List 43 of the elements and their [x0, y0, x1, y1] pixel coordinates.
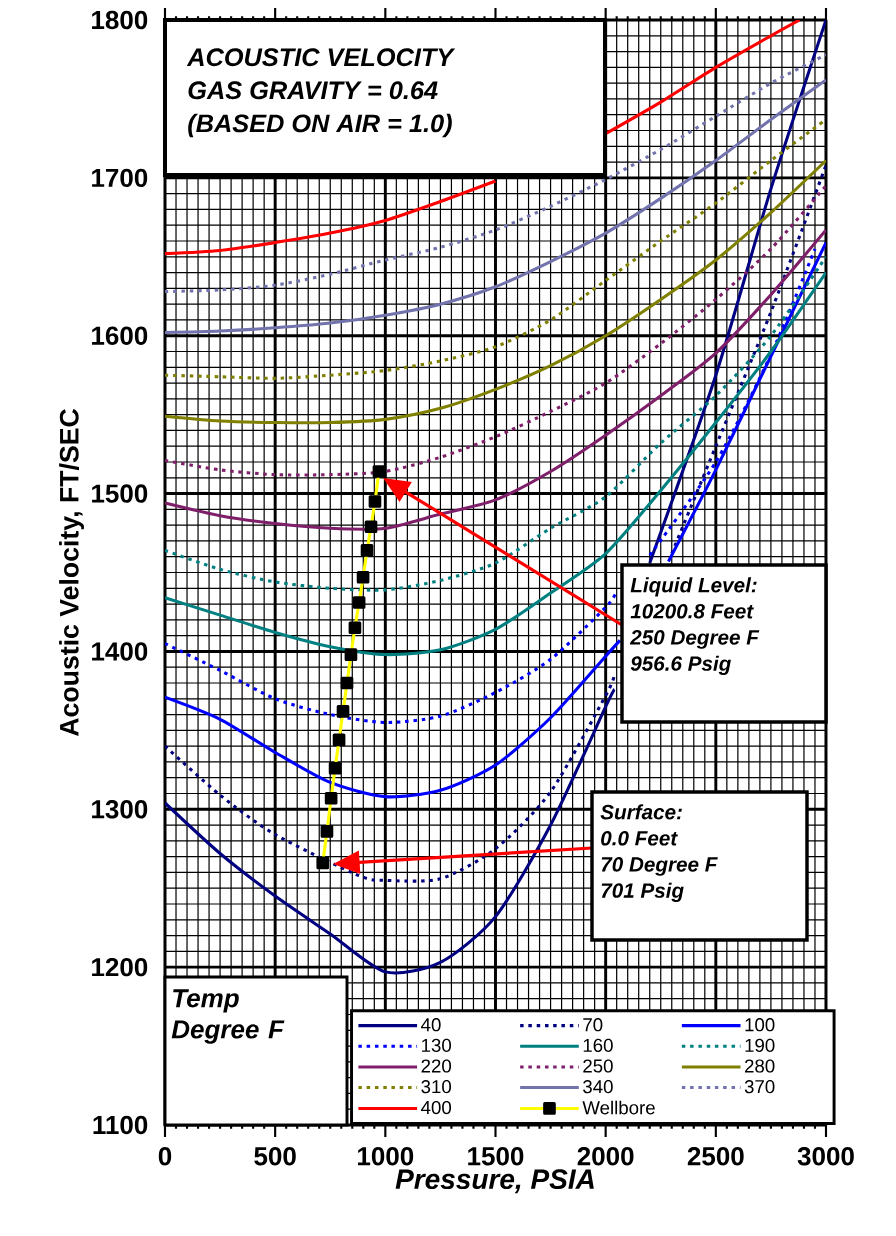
annotation: 70 Degree F	[601, 857, 718, 876]
legend-label: 190	[745, 1038, 775, 1052]
text: ACOUSTIC VELOCITY	[186, 48, 456, 67]
legend-label: 280	[745, 1059, 775, 1073]
legend-label: Wellbore	[582, 1100, 655, 1115]
annotation: 0.0 Feet	[601, 830, 678, 846]
y-tick-label: 1100	[93, 1115, 148, 1135]
y-tick-label: 1400	[92, 642, 148, 661]
legend-label: 100	[745, 1018, 775, 1032]
x-tick-label: 2500	[687, 1147, 744, 1166]
annotation: 10200.8 Feet	[630, 603, 754, 619]
legend-label: 370	[744, 1080, 775, 1094]
legend-label: 130	[422, 1038, 452, 1052]
x-tick-label: 0	[158, 1147, 172, 1166]
y-axis-title: Acoustic Velocity, FT/SEC	[59, 408, 84, 737]
legend-label: 220	[421, 1059, 452, 1073]
annotation: 250 Degree F	[629, 630, 760, 649]
annotation: 956.6 Psig	[630, 655, 731, 675]
annotation: Surface:	[600, 804, 682, 820]
y-tick-label: 1800	[92, 10, 148, 30]
annotation: (BASED ON AIR = 1.0)	[188, 113, 452, 138]
legend-label: 40	[421, 1018, 441, 1032]
y-tick-label: 1300	[92, 800, 148, 819]
y-tick-label: 1200	[92, 957, 148, 977]
y-tick-label: 1500	[92, 484, 148, 503]
x-tick-label: 500	[254, 1147, 296, 1166]
x-tick-label: 3000	[797, 1147, 854, 1166]
legend-label: 340	[583, 1080, 613, 1094]
annotation: 701 Psig	[601, 882, 684, 902]
x-tick-label: 1500	[468, 1147, 524, 1166]
legend-label: 160	[583, 1038, 613, 1052]
text: GAS GRAVITY = 0.64	[188, 81, 438, 100]
y-tick-label: 1600	[92, 326, 148, 345]
x-tick-label: 2000	[577, 1147, 634, 1166]
legend-title: Temp Degree F	[171, 989, 285, 1044]
annotation: Liquid Level:	[630, 577, 757, 597]
legend-label: 310	[421, 1080, 452, 1094]
legend-label: 400	[421, 1100, 452, 1115]
x-tick-label: 1000	[358, 1147, 414, 1166]
legend-label: 70	[583, 1018, 603, 1032]
x-axis-title: Pressure, PSIA	[395, 1169, 594, 1194]
legend-label: 250	[583, 1059, 613, 1073]
y-tick-label: 1700	[92, 168, 148, 188]
